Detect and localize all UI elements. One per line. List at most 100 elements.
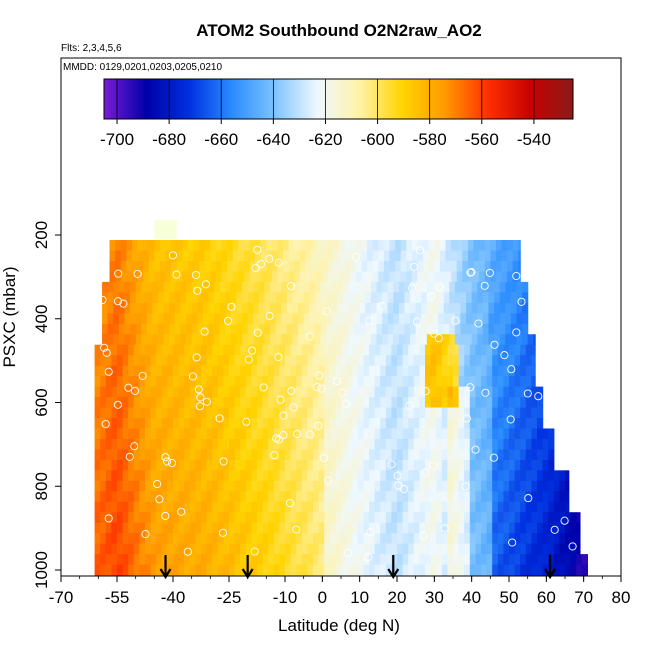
heatmap-cell (419, 543, 426, 555)
heatmap-cell (425, 428, 432, 440)
heatmap-cell (408, 480, 415, 492)
heatmap-cell (380, 564, 387, 576)
heatmap-cell (475, 491, 482, 503)
sample-point (426, 292, 436, 301)
heatmap-cell (488, 323, 495, 335)
heatmap-cell (100, 344, 107, 356)
heatmap-cell (122, 491, 129, 503)
heatmap-cell (167, 344, 174, 356)
heatmap-cell (451, 250, 458, 262)
heatmap-cell (100, 480, 107, 492)
heatmap-cell (288, 260, 295, 273)
heatmap-cell (417, 250, 424, 262)
heatmap-cell (139, 522, 146, 534)
heatmap-cell (208, 313, 215, 325)
heatmap-cell (223, 564, 230, 576)
sample-point (265, 254, 274, 263)
heatmap-cell (411, 260, 419, 273)
heatmap-cell (505, 323, 512, 335)
heatmap-cell (434, 250, 441, 262)
heatmap-cell (217, 397, 224, 409)
heatmap-cell (374, 491, 381, 503)
heatmap-cell (240, 397, 247, 409)
heatmap-cell (167, 397, 174, 409)
heatmap-cell (201, 449, 208, 461)
heatmap-cell (481, 386, 488, 398)
heatmap-cell (128, 491, 135, 503)
heatmap-cell (215, 250, 223, 262)
sample-point (435, 283, 444, 292)
heatmap-cell (413, 522, 420, 534)
heatmap-cell (212, 386, 219, 398)
heatmap-cell (128, 480, 135, 492)
heatmap-cell (161, 512, 168, 524)
heatmap-cell (357, 533, 364, 545)
heatmap-cell (441, 459, 448, 471)
heatmap-cell (94, 449, 101, 461)
heatmap-cell (199, 250, 206, 262)
heatmap-cell (456, 240, 463, 252)
heatmap-cell (357, 449, 364, 461)
heatmap-cell (346, 554, 353, 566)
heatmap-cell (201, 459, 208, 471)
heatmap-cell (576, 522, 581, 534)
heatmap-cell (242, 323, 249, 335)
heatmap-cell (425, 355, 432, 367)
heatmap-cell (419, 554, 426, 566)
heatmap-cell (111, 501, 118, 513)
heatmap-cell (290, 407, 297, 419)
heatmap-cell (397, 491, 404, 503)
heatmap-cell (492, 491, 499, 503)
heatmap-cell (286, 302, 294, 314)
heatmap-cell (531, 554, 538, 566)
heatmap-cell (514, 564, 521, 576)
heatmap-cell (94, 533, 101, 545)
heatmap-cell (150, 480, 157, 492)
heatmap-cell (139, 480, 146, 492)
heatmap-cell (130, 281, 137, 293)
heatmap-cell (139, 491, 146, 503)
heatmap-cell (279, 355, 286, 367)
heatmap-cell (548, 428, 555, 440)
heatmap-cell (279, 386, 286, 398)
heatmap-cell (307, 554, 314, 566)
heatmap-cell (279, 376, 286, 388)
heatmap-cell (133, 470, 140, 482)
heatmap-cell (397, 522, 404, 534)
sample-point (200, 327, 209, 336)
heatmap-cell (447, 522, 454, 534)
heatmap-cell (251, 564, 258, 576)
heatmap-cell (464, 376, 471, 388)
heatmap-cell (374, 459, 381, 471)
heatmap-cell (514, 480, 521, 492)
heatmap-cell (290, 344, 297, 356)
heatmap-cell (309, 302, 316, 314)
heatmap-cell (173, 564, 180, 576)
heatmap-cell (380, 365, 387, 377)
heatmap-cell (253, 302, 260, 314)
heatmap-cell (156, 491, 163, 503)
sample-point (481, 388, 490, 397)
heatmap-cell (421, 292, 428, 304)
heatmap-cell (257, 533, 264, 545)
heatmap-cell (229, 543, 236, 555)
heatmap-cell (402, 449, 409, 461)
heatmap-cell (206, 407, 213, 419)
heatmap-cell (229, 417, 236, 430)
heatmap-cell (169, 292, 176, 304)
heatmap-cell (100, 470, 107, 482)
heatmap-cell (374, 386, 381, 398)
sample-point (172, 270, 181, 279)
heatmap-cell (234, 386, 241, 398)
heatmap-cell (229, 533, 236, 545)
heatmap-cell (161, 344, 168, 356)
heatmap-cell (217, 417, 224, 430)
heatmap-cell (383, 260, 391, 273)
heatmap-cell (436, 376, 443, 388)
heatmap-cell (411, 271, 419, 283)
heatmap-cell (165, 250, 172, 262)
heatmap-cell (329, 501, 336, 513)
heatmap-cell (117, 365, 124, 377)
heatmap-cell (365, 292, 372, 304)
heatmap-cell (167, 407, 174, 419)
